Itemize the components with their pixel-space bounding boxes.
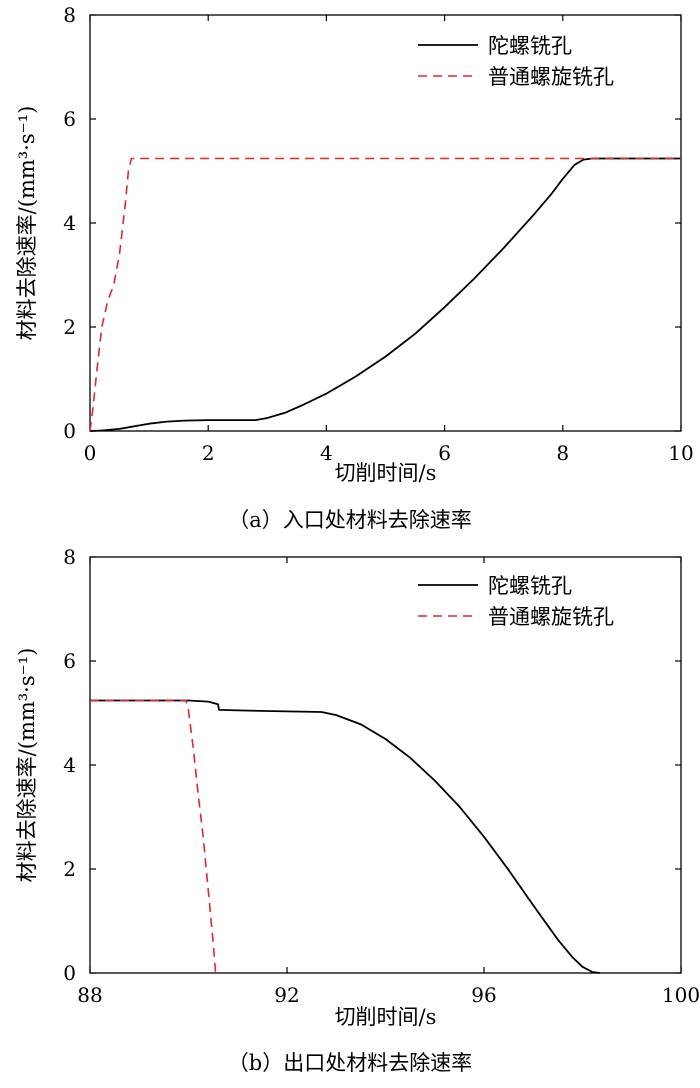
chart-panel-a: 0 2 4 6 8 10 0 2 4 6 8 切削时间/s 材料去除速率/(mm³·s⁻¹) （a）入口处… — [15, 3, 694, 532]
y-tick-label: 6 — [63, 107, 76, 131]
series-line-2 — [90, 699, 217, 974]
x-axis-label: 切削时间/s — [335, 1005, 437, 1029]
y-tick-label: 6 — [63, 649, 76, 673]
legend-label-1: 陀螺铣孔 — [488, 34, 572, 58]
x-axis-label: 切削时间/s — [335, 461, 437, 485]
chart-caption: （a）入口处材料去除速率 — [228, 508, 472, 532]
x-tick-label: 6 — [438, 441, 451, 465]
x-tick-label: 92 — [274, 983, 299, 1007]
x-tick-label: 10 — [668, 441, 693, 465]
y-tick-label: 0 — [63, 961, 76, 985]
x-tick-label: 0 — [84, 441, 97, 465]
y-tick-label: 8 — [63, 3, 76, 27]
x-tick-label: 4 — [320, 441, 333, 465]
x-tick-label: 2 — [202, 441, 215, 465]
chart-panel-b: 88 92 96 100 0 2 4 6 8 切削时间/s 材料去除速率/(mm³·s⁻¹) （b）出… — [15, 545, 700, 1075]
series-line-1 — [90, 699, 600, 974]
y-axis-label: 材料去除速率/(mm³·s⁻¹) — [15, 648, 39, 883]
y-tick-label: 2 — [63, 315, 76, 339]
x-tick-label: 88 — [77, 983, 102, 1007]
y-tick-label: 8 — [63, 545, 76, 569]
x-tick-label: 100 — [662, 983, 700, 1007]
y-tick-label: 2 — [63, 857, 76, 881]
y-tick-label: 0 — [63, 419, 76, 443]
legend-label-1: 陀螺铣孔 — [488, 574, 572, 598]
y-tick-label: 4 — [63, 753, 76, 777]
legend-label-2: 普通螺旋铣孔 — [488, 65, 614, 89]
series-line-2 — [89, 157, 681, 432]
y-axis-label: 材料去除速率/(mm³·s⁻¹) — [15, 106, 39, 341]
x-tick-label: 8 — [556, 441, 569, 465]
y-tick-label: 4 — [63, 211, 76, 235]
chart-caption: （b）出口处材料去除速率 — [228, 1051, 472, 1075]
x-tick-label: 96 — [471, 983, 496, 1007]
series-line-1 — [89, 157, 681, 432]
legend-label-2: 普通螺旋铣孔 — [488, 605, 614, 629]
